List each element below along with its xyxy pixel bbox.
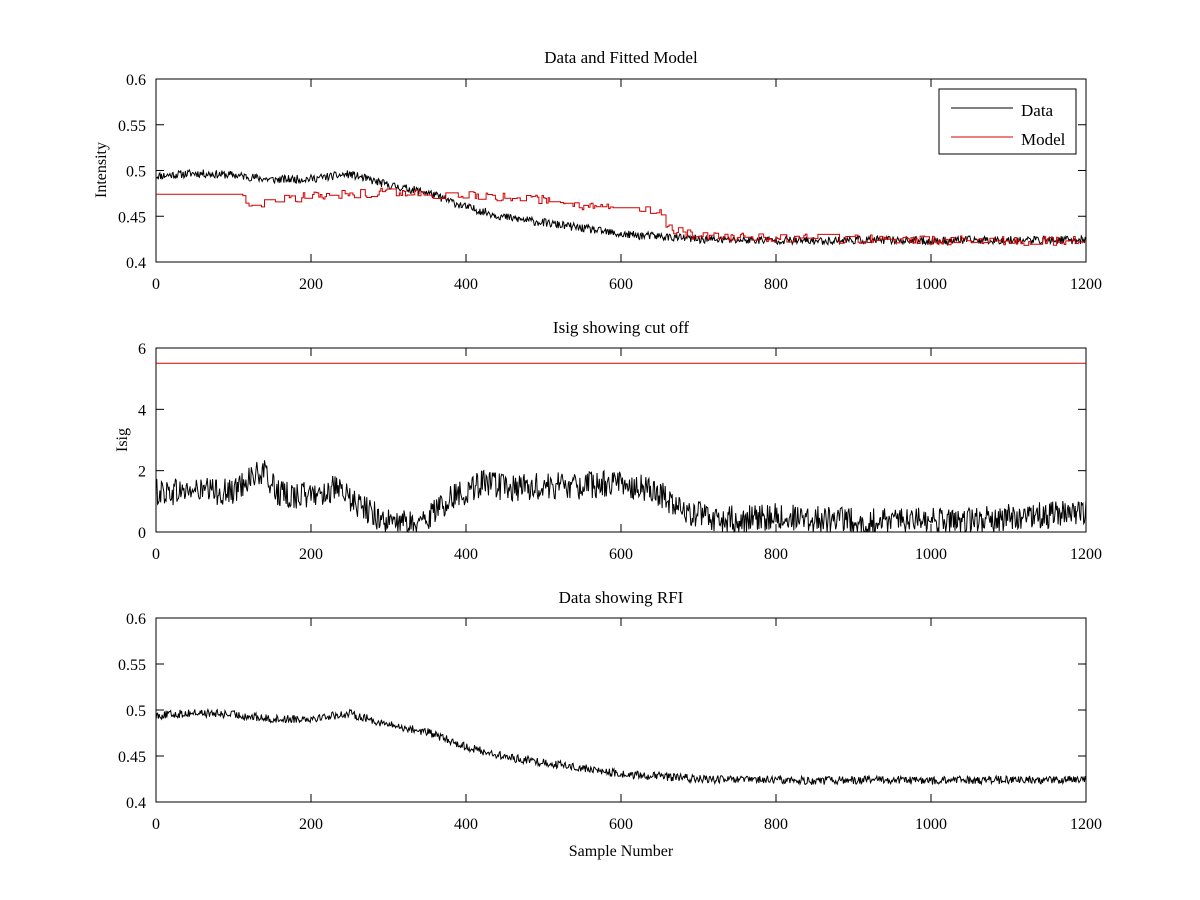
tick-layer: 0 200 400 600 800 1000 1200 0.4 0.45 0.5 0.55 0.6 — [118, 72, 1102, 293]
x-tick-label: 800 — [764, 546, 788, 563]
x-tick-label: 1000 — [915, 276, 947, 293]
x-tick-label: 1000 — [915, 546, 947, 563]
x-tick-label: 600 — [609, 816, 633, 833]
plot-frame — [155, 78, 1087, 263]
chart-title: Isig showing cut off — [553, 318, 689, 337]
y-axis-label: Isig — [114, 428, 131, 452]
legend-label-model: Model — [1021, 130, 1066, 149]
y-axis-label: Intensity — [93, 142, 110, 198]
tick-layer: 0 200 400 600 800 1000 1200 0.4 0.45 0.5 0.55 0.6 — [118, 611, 1102, 833]
tick-layer: 0 200 400 600 800 1000 1200 0 2 4 6 — [138, 341, 1102, 563]
series-line-signal — [155, 707, 1087, 786]
x-tick-label: 600 — [609, 276, 633, 293]
y-tick-label: 0.4 — [126, 795, 146, 812]
y-tick-label: 0 — [138, 525, 146, 542]
plot-frame — [155, 347, 1087, 533]
series-layer — [155, 362, 1087, 533]
y-tick-label: 2 — [138, 464, 146, 481]
y-tick-label: 0.5 — [126, 164, 146, 181]
x-tick-label: 1200 — [1070, 546, 1102, 563]
x-tick-label: 400 — [454, 276, 478, 293]
y-tick-label: 0.5 — [126, 703, 146, 720]
series-line-model — [156, 187, 1087, 246]
y-tick-label: 4 — [138, 402, 146, 419]
x-tick-label: 200 — [299, 546, 323, 563]
x-tick-label: 0 — [152, 546, 160, 563]
x-tick-label: 800 — [764, 816, 788, 833]
x-tick-label: 200 — [299, 276, 323, 293]
y-tick-label: 0.6 — [126, 611, 146, 628]
series-layer — [155, 707, 1087, 786]
x-tick-label: 200 — [299, 816, 323, 833]
legend-box — [938, 88, 1077, 155]
x-tick-label: 1000 — [915, 816, 947, 833]
y-tick-label: 0.45 — [118, 209, 146, 226]
legend: Data Model — [938, 88, 1077, 155]
panel-data-showing-rfi: 0 200 400 600 800 1000 1200 0.4 0.45 0.5 0.55 0.6 D… — [118, 588, 1102, 860]
chart-title: Data showing RFI — [559, 588, 684, 607]
panel-data-and-fitted-model: 0 200 400 600 800 1000 1200 0.4 0.45 0.5 0.55 0.6 D… — [93, 48, 1102, 293]
chart-title: Data and Fitted Model — [544, 48, 698, 67]
x-tick-label: 0 — [152, 816, 160, 833]
y-tick-label: 0.55 — [118, 657, 146, 674]
x-tick-label: 600 — [609, 546, 633, 563]
x-tick-label: 800 — [764, 276, 788, 293]
x-tick-label: 1200 — [1070, 276, 1102, 293]
y-tick-label: 0.55 — [118, 118, 146, 135]
y-tick-label: 0.45 — [118, 749, 146, 766]
x-tick-label: 1200 — [1070, 816, 1102, 833]
x-tick-label: 400 — [454, 816, 478, 833]
series-layer — [155, 168, 1087, 247]
x-tick-label: 400 — [454, 546, 478, 563]
legend-label-data: Data — [1021, 101, 1054, 120]
plot-frame — [155, 617, 1087, 803]
y-tick-label: 6 — [138, 341, 146, 358]
x-axis-label: Sample Number — [569, 843, 674, 860]
series-line-signal — [155, 460, 1087, 533]
x-tick-label: 0 — [152, 276, 160, 293]
panel-isig-cut-off: 0 200 400 600 800 1000 1200 0 2 4 6 Isig showing c… — [114, 318, 1102, 563]
y-tick-label: 0.6 — [126, 72, 146, 89]
y-tick-label: 0.4 — [126, 255, 146, 272]
